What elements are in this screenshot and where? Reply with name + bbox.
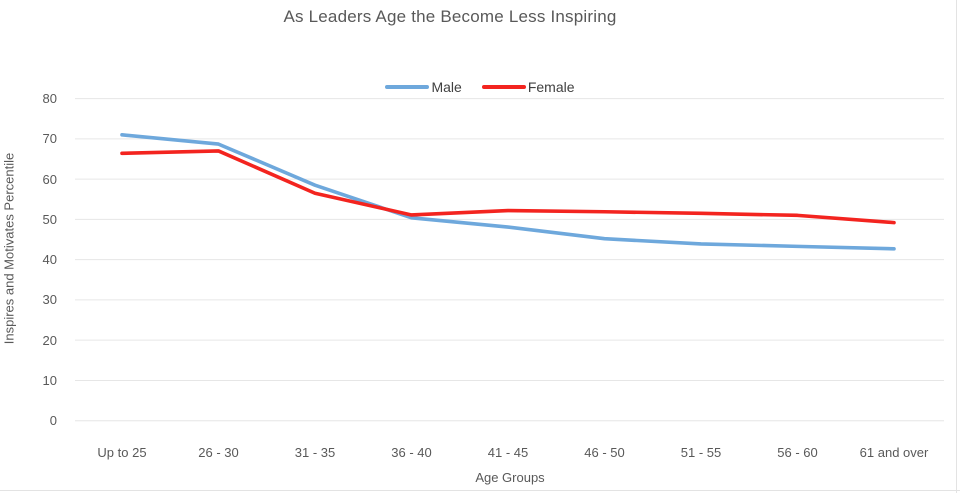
legend-label: Female <box>527 79 575 95</box>
y-tick-label: 0 <box>49 413 57 429</box>
y-tick-label: 40 <box>42 252 57 268</box>
legend-item-male: Male <box>385 79 462 95</box>
legend-label: Male <box>431 79 462 95</box>
legend-item-female: Female <box>481 79 575 95</box>
x-tick-label: Up to 25 <box>97 445 147 460</box>
chart-title: As Leaders Age the Become Less Inspiring <box>283 7 617 26</box>
y-tick-label: 10 <box>42 372 57 388</box>
y-axis-title: Inspires and Motivates Percentile <box>1 152 17 345</box>
x-axis-title: Age Groups <box>475 470 545 485</box>
y-tick-label: 20 <box>42 332 57 348</box>
y-tick-label: 50 <box>42 211 57 227</box>
x-tick-label: 46 - 50 <box>584 445 625 460</box>
legend-swatch-female <box>481 85 526 89</box>
chart-legend: Male Female <box>0 79 960 95</box>
x-tick-label: 31 - 35 <box>294 445 336 460</box>
x-tick-label: 41 - 45 <box>487 445 529 460</box>
series-line-female <box>120 149 896 225</box>
y-tick-label: 80 <box>42 91 57 107</box>
y-tick-label: 70 <box>42 131 57 147</box>
legend-swatch-male <box>385 85 430 89</box>
series-line-male <box>120 133 896 251</box>
x-tick-label: 56 - 60 <box>777 445 818 460</box>
y-tick-label: 30 <box>42 292 57 308</box>
chart-border-right <box>956 0 957 493</box>
x-tick-label: 61 and over <box>859 445 929 460</box>
x-tick-label: 36 - 40 <box>391 445 432 460</box>
y-tick-label: 60 <box>42 171 57 187</box>
x-tick-label: 51 - 55 <box>680 445 722 460</box>
x-tick-label: 26 - 30 <box>198 445 239 460</box>
chart-border-bottom <box>0 490 960 491</box>
